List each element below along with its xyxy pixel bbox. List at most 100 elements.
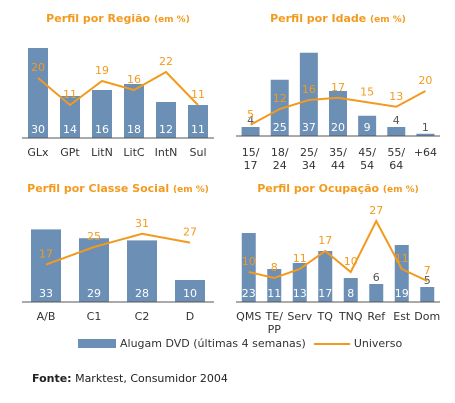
chart-title-suffix: (em %) <box>173 185 209 195</box>
tick-label-1-6: +64 <box>414 146 437 159</box>
line-label-3-1: 8 <box>271 261 278 274</box>
chart-title-2: Perfil por Classe Social (em %) <box>27 182 209 195</box>
tick-label-1-0: 15/17 <box>242 146 260 172</box>
line-label-1-0: 5 <box>247 108 254 121</box>
tick-label-0-4: IntN <box>155 146 178 159</box>
bar-3-5 <box>369 284 384 302</box>
bar-label-2-3: 10 <box>183 287 197 300</box>
series-line-0 <box>37 70 199 107</box>
tick-label-3-2: Serv <box>287 310 312 323</box>
series-line-1 <box>250 90 426 126</box>
tick-label-0-2: LitN <box>91 146 113 159</box>
bar-3-4 <box>343 278 358 302</box>
legend: Alugam DVD (últimas 4 semanas) Universo <box>78 337 402 350</box>
source-text: Marktest, Consumidor 2004 <box>75 372 228 385</box>
series-line-3 <box>248 218 428 282</box>
tick-label-1-1: 18/24 <box>271 146 289 172</box>
bar-label-0-0: 30 <box>31 123 45 136</box>
line-label-2-1: 25 <box>87 230 101 243</box>
bar-label-1-6: 1 <box>422 121 429 134</box>
bar-0-2 <box>92 90 112 138</box>
tick-label-2-2: C2 <box>135 310 150 323</box>
line-label-0-4: 22 <box>159 55 173 68</box>
chart-title-1: Perfil por Idade (em %) <box>270 12 406 25</box>
chart-title-text: Perfil por Ocupação <box>257 182 383 195</box>
bar-label-1-3: 20 <box>331 121 345 134</box>
legend-bar-swatch <box>78 339 116 348</box>
tick-label-2-3: D <box>186 310 194 323</box>
bar-0-1 <box>60 96 80 138</box>
bar-label-1-4: 9 <box>364 121 371 134</box>
bar-1-5 <box>387 127 406 136</box>
bar-3-0 <box>241 233 256 302</box>
line-label-0-2: 19 <box>95 64 109 77</box>
tick-label-3-1: TE/PP <box>265 310 284 336</box>
bar-1-0 <box>241 127 260 136</box>
tick-label-0-0: GLx <box>27 146 49 159</box>
chart-title-suffix: (em %) <box>154 15 190 25</box>
tick-label-3-0: QMS <box>236 310 261 323</box>
bar-2-1 <box>79 238 109 302</box>
bar-label-3-0: 23 <box>242 287 256 300</box>
tick-label-3-5: Ref <box>367 310 386 323</box>
tick-label-2-0: A/B <box>37 310 56 323</box>
bar-0-3 <box>124 84 144 138</box>
bar-label-2-1: 29 <box>87 287 101 300</box>
line-label-3-3: 17 <box>318 234 332 247</box>
bar-0-5 <box>188 105 208 138</box>
bar-label-1-1: 25 <box>273 121 287 134</box>
bar-label-0-3: 18 <box>127 123 141 136</box>
bar-1-1 <box>270 79 289 136</box>
line-label-1-5: 13 <box>389 90 403 103</box>
line-label-3-2: 11 <box>293 252 307 265</box>
bar-2-3 <box>175 280 205 302</box>
line-label-2-2: 31 <box>135 217 149 230</box>
line-label-0-3: 16 <box>127 73 141 86</box>
line-label-3-7: 7 <box>424 264 431 277</box>
chart-title-0: Perfil por Região (em %) <box>46 12 190 25</box>
bar-label-1-5: 4 <box>393 114 400 127</box>
line-label-0-0: 20 <box>31 61 45 74</box>
chart-title-text: Perfil por Idade <box>270 12 370 25</box>
bar-label-3-1: 11 <box>267 287 281 300</box>
bar-label-3-5: 6 <box>373 271 380 284</box>
bar-3-3 <box>318 251 333 302</box>
bar-label-3-2: 13 <box>293 287 307 300</box>
bar-0-0 <box>28 48 48 138</box>
line-label-3-5: 27 <box>369 204 383 217</box>
tick-label-1-4: 45/54 <box>358 146 376 172</box>
bar-2-2 <box>127 240 157 302</box>
legend-line-swatch <box>313 342 350 345</box>
tick-label-0-5: Sul <box>189 146 206 159</box>
tick-label-1-2: 25/34 <box>300 146 318 172</box>
tick-label-3-3: TQ <box>317 310 334 323</box>
bar-2-0 <box>31 229 61 302</box>
bar-label-2-2: 28 <box>135 287 149 300</box>
source-label: Fonte: <box>32 372 72 385</box>
line-label-1-1: 12 <box>273 92 287 105</box>
bar-1-3 <box>329 91 347 136</box>
bar-label-3-6: 19 <box>395 287 409 300</box>
series-line-2 <box>45 232 191 266</box>
chart-title-3: Perfil por Ocupação (em %) <box>257 182 419 195</box>
line-label-1-6: 20 <box>418 74 432 87</box>
tick-label-1-3: 35/44 <box>329 146 347 172</box>
tick-label-3-7: Dom <box>414 310 440 323</box>
bar-label-1-0: 4 <box>247 114 254 127</box>
chart-title-suffix: (em %) <box>370 15 406 25</box>
bar-label-1-2: 37 <box>302 121 316 134</box>
tick-label-3-6: Est <box>393 310 411 323</box>
bar-3-2 <box>292 263 307 302</box>
bar-1-6 <box>416 133 435 136</box>
line-label-1-4: 15 <box>360 85 374 98</box>
tick-label-0-3: LitC <box>123 146 144 159</box>
line-label-2-0: 17 <box>39 248 53 261</box>
legend-bar-label: Alugam DVD (últimas 4 semanas) <box>120 337 306 350</box>
line-label-1-3: 17 <box>331 81 345 94</box>
bar-0-4 <box>156 102 176 138</box>
bar-label-3-4: 8 <box>347 287 354 300</box>
line-label-3-0: 10 <box>242 255 256 268</box>
bar-1-4 <box>358 115 377 136</box>
tick-label-1-5: 55/64 <box>387 146 405 172</box>
